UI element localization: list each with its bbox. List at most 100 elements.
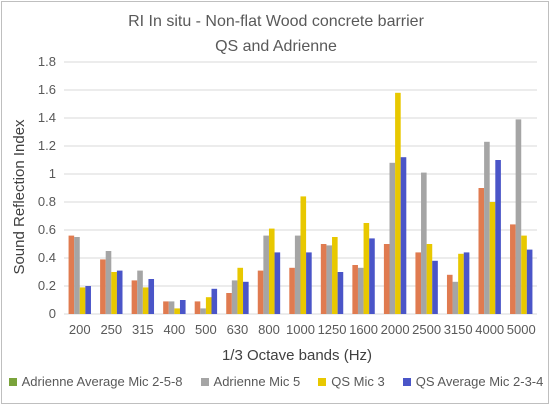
bar: [463, 252, 470, 314]
y-tick-label: 1.6: [38, 82, 56, 97]
x-tick-label: 800: [258, 322, 280, 337]
bar: [226, 293, 232, 314]
legend-swatch: [200, 377, 209, 386]
bar: [237, 267, 244, 314]
bar: [211, 288, 218, 314]
bar: [243, 281, 249, 314]
y-tick-label: 1.8: [38, 54, 56, 69]
bar: [142, 287, 149, 314]
bar: [105, 251, 112, 314]
chart-title: RI In situ - Non-flat Wood concrete barr…: [128, 13, 424, 30]
bar: [289, 267, 295, 314]
bar: [389, 162, 396, 314]
chart-subtitle: QS and Adrienne: [215, 38, 337, 55]
bar: [268, 228, 275, 314]
y-tick-label: 1.2: [38, 138, 56, 153]
bar: [526, 249, 533, 314]
x-tick-label: 5000: [507, 322, 536, 337]
bar: [148, 279, 155, 314]
bar: [205, 297, 212, 314]
y-tick-label: 1: [49, 166, 56, 181]
legend-item-qs-average: QS Average Mic 2-3-4: [402, 374, 544, 389]
bar: [294, 235, 301, 314]
bar: [521, 235, 527, 314]
bar: [174, 308, 180, 314]
bar: [489, 202, 496, 314]
y-tick-label: 0.6: [38, 222, 56, 237]
x-tick-label: 1000: [286, 322, 315, 337]
bar: [415, 252, 422, 314]
bar: [79, 287, 86, 314]
bar: [306, 252, 312, 314]
bar: [326, 245, 333, 314]
bar: [383, 244, 390, 314]
y-tick-label: 0: [49, 306, 56, 321]
y-tick-label: 0.8: [38, 194, 56, 209]
bar: [200, 308, 206, 314]
bar: [320, 244, 327, 314]
bar: [352, 265, 358, 314]
bar: [100, 259, 106, 314]
x-tick-label: 3150: [444, 322, 473, 337]
bar: [452, 281, 459, 314]
legend-swatch: [318, 377, 327, 386]
bar-chart: 0 0.2 0.4 0.6 0.8 1 1.2 1.4 1.6 1.8 200 250 315 400 5…: [11, 54, 537, 364]
bar: [446, 274, 453, 314]
legend-item-adrienne-average: Adrienne Average Mic 2-5-8: [8, 374, 183, 389]
x-tick-label: 2000: [381, 322, 410, 337]
x-tick-label: 200: [69, 322, 91, 337]
y-tick-label: 0.2: [38, 278, 56, 293]
legend: Adrienne Average Mic 2-5-8 Adrienne Mic …: [2, 374, 550, 389]
bar: [85, 286, 91, 314]
bar: [116, 270, 123, 314]
bar: [510, 224, 516, 314]
y-tick-label: 1.4: [38, 110, 56, 125]
x-tick-label: 315: [132, 322, 154, 337]
bar: [111, 272, 117, 314]
bar: [495, 160, 501, 314]
x-tick-label: 4000: [475, 322, 504, 337]
bar: [74, 237, 80, 314]
bar: [274, 252, 281, 314]
x-tick-label: 500: [195, 322, 217, 337]
x-tick-label: 1600: [349, 322, 378, 337]
bar: [357, 267, 364, 314]
x-tick-label: 1250: [318, 322, 347, 337]
y-axis-label: Sound Reflection Index: [11, 119, 28, 275]
bar: [515, 119, 522, 315]
bar: [426, 244, 433, 314]
bar: [179, 300, 186, 314]
legend-label: Adrienne Mic 5: [213, 374, 301, 389]
legend-item-adrienne-mic5: Adrienne Mic 5: [200, 374, 301, 389]
bar: [432, 260, 438, 314]
bar: [395, 92, 401, 314]
bar: [194, 301, 201, 314]
bar: [300, 196, 307, 314]
legend-swatch: [8, 377, 17, 386]
bar: [131, 280, 138, 314]
legend-item-qs-mic3: QS Mic 3: [318, 374, 385, 389]
bar: [68, 235, 75, 314]
bar: [163, 301, 169, 314]
bar: [337, 272, 344, 314]
x-tick-label: 400: [164, 322, 186, 337]
bar: [458, 253, 464, 314]
y-tick-label: 0.4: [38, 250, 56, 265]
bar: [421, 172, 427, 314]
legend-label: Adrienne Average Mic 2-5-8: [21, 374, 183, 389]
bar: [369, 238, 375, 314]
y-axis-ticks: 0 0.2 0.4 0.6 0.8 1 1.2 1.4 1.6 1.8: [38, 54, 56, 321]
x-tick-label: 630: [227, 322, 249, 337]
legend-label: QS Mic 3: [331, 374, 385, 389]
x-tick-label: 2500: [412, 322, 441, 337]
bar: [478, 188, 485, 314]
bar: [168, 301, 175, 314]
legend-label: QS Average Mic 2-3-4: [415, 374, 544, 389]
bar: [137, 270, 143, 314]
bar: [400, 157, 407, 314]
bar: [363, 223, 370, 314]
bar: [263, 235, 269, 314]
legend-swatch: [402, 377, 411, 386]
bar: [484, 141, 490, 314]
